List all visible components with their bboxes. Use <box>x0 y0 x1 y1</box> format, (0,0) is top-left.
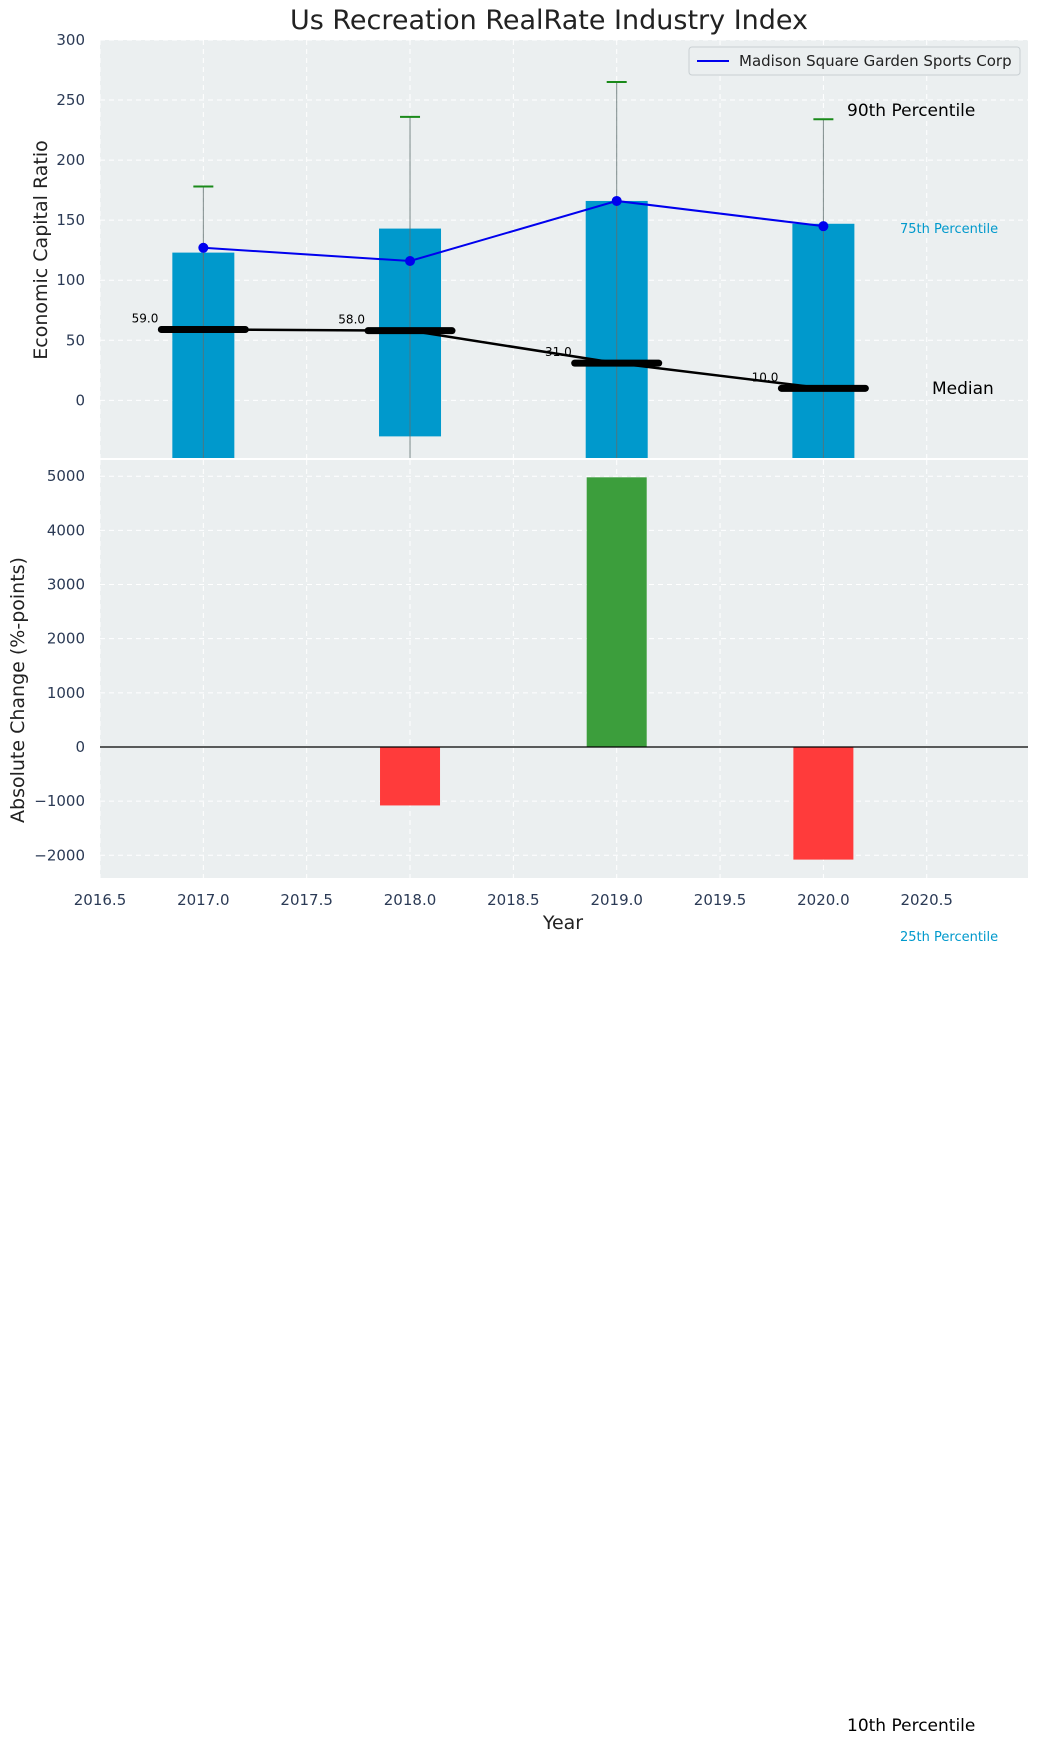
bottom-y-tick-label: 3000 <box>47 576 85 594</box>
median-value-label: 31.0 <box>545 345 572 359</box>
company-series-point <box>818 221 829 232</box>
median-value-label: 10.0 <box>752 370 779 384</box>
company-series-line <box>203 199 824 263</box>
annotation-90th: 90th Percentile <box>847 101 975 121</box>
bottom-y-tick-label: −2000 <box>34 846 85 864</box>
x-axis-label: Year <box>542 912 583 934</box>
bottom-y-tick-label: 5000 <box>47 467 85 485</box>
legend-box <box>688 46 1021 76</box>
plot-layer: 0 50 100 150 200 250 300 −2000 −1000 0 1000 2000 300… <box>34 31 1028 1736</box>
median-line <box>203 328 824 390</box>
legend-label: Madison Square Garden Sports Corp <box>739 52 1012 70</box>
top-y-tick-label: 0 <box>75 391 85 409</box>
top-y-tick-label: 50 <box>66 331 85 349</box>
change-bar <box>793 746 854 860</box>
bottom-y-tick-label: −1000 <box>34 792 85 810</box>
x-tick-label: 2020.0 <box>797 891 850 909</box>
annotation-25th: 25th Percentile <box>900 930 998 945</box>
annotation-75th: 75th Percentile <box>900 222 998 237</box>
bottom-plot-area <box>100 460 1028 878</box>
x-tick-label: 2018.5 <box>487 891 540 909</box>
x-tick-label: 2019.0 <box>590 891 643 909</box>
bottom-y-tick-label: 4000 <box>47 521 85 539</box>
x-tick-label: 2019.5 <box>694 891 747 909</box>
company-series-point <box>405 256 416 267</box>
median-value-label: 58.0 <box>338 313 365 327</box>
annotation-median: Median <box>932 379 994 399</box>
top-y-tick-label: 150 <box>56 211 85 229</box>
x-tick-label: 2017.5 <box>280 891 333 909</box>
change-bar <box>380 746 441 806</box>
chart-title: Us Recreation RealRate Industry Index <box>290 5 808 36</box>
annotation-10th: 10th Percentile <box>847 1716 975 1736</box>
top-y-axis-label: Economic Capital Ratio <box>30 140 52 359</box>
top-y-tick-label: 250 <box>56 91 85 109</box>
x-tick-label: 2020.5 <box>900 891 953 909</box>
bottom-y-tick-label: 0 <box>75 738 85 756</box>
top-y-tick-label: 100 <box>56 271 85 289</box>
bottom-y-tick-label: 1000 <box>47 684 85 702</box>
company-series-point <box>611 195 622 206</box>
x-tick-label: 2018.0 <box>384 891 437 909</box>
x-tick-label: 2016.5 <box>74 891 127 909</box>
company-series-point <box>198 242 209 253</box>
top-y-tick-label: 300 <box>56 31 85 49</box>
x-tick-label: 2017.0 <box>177 891 230 909</box>
bottom-y-axis-label: Absolute Change (%-points) <box>7 557 29 823</box>
top-y-tick-label: 200 <box>56 151 85 169</box>
bottom-y-tick-label: 2000 <box>47 630 85 648</box>
top-plot-area <box>100 40 1028 458</box>
change-bar <box>586 477 647 747</box>
median-value-label: 59.0 <box>132 311 159 325</box>
